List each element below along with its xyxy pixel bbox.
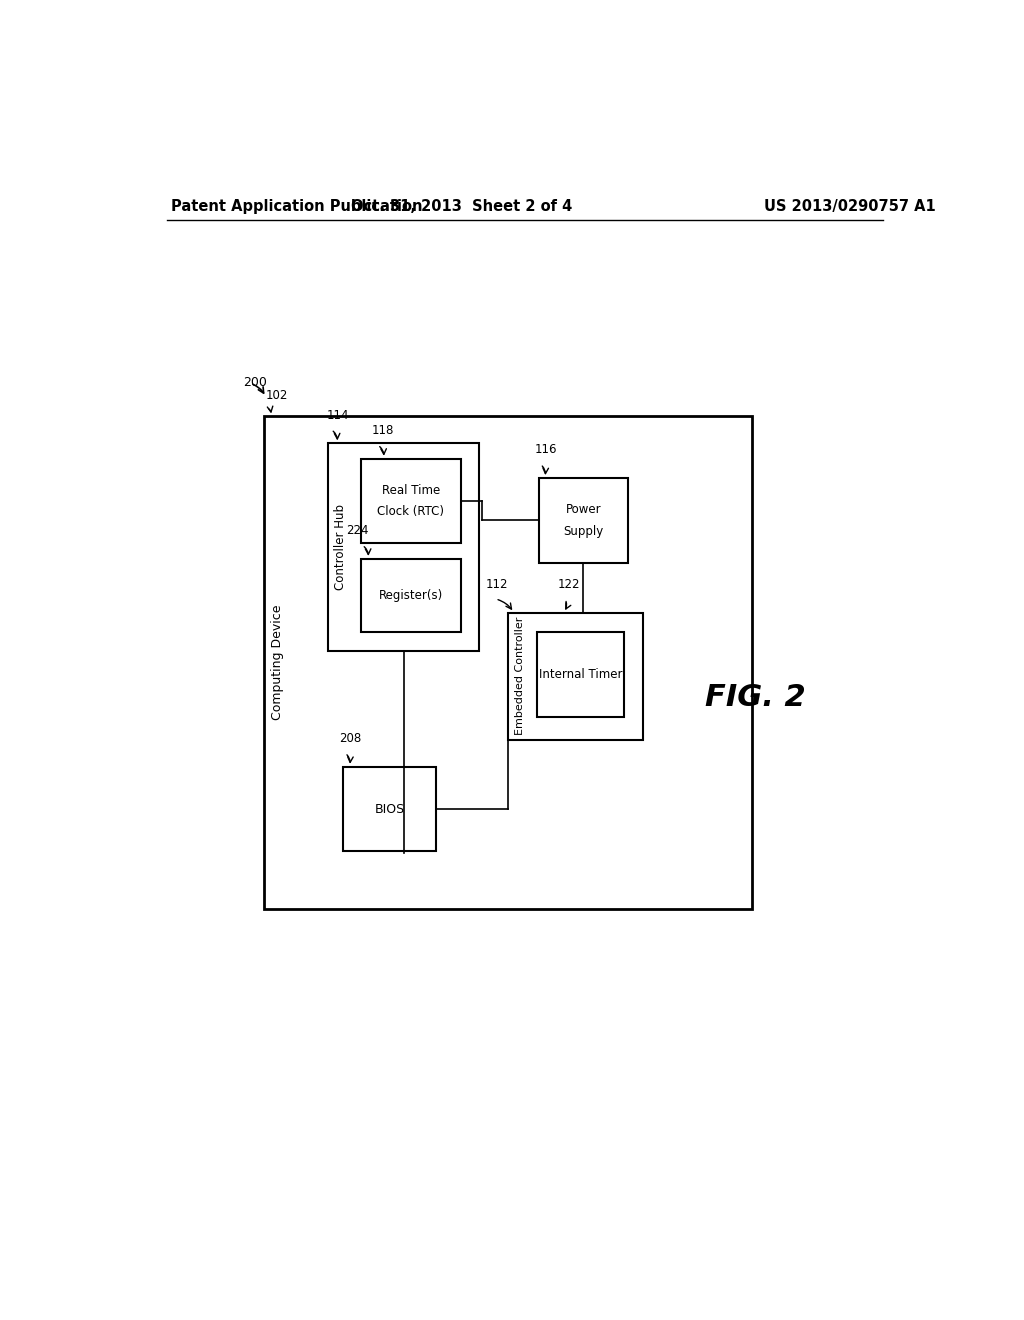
Text: 208: 208	[340, 733, 361, 744]
Bar	[263, 416, 752, 909]
Text: US 2013/0290757 A1: US 2013/0290757 A1	[764, 198, 935, 214]
Text: Patent Application Publication: Patent Application Publication	[171, 198, 422, 214]
Text: FIG. 2: FIG. 2	[706, 682, 806, 711]
Text: Embedded Controller: Embedded Controller	[515, 616, 525, 735]
Bar	[360, 459, 461, 544]
Text: Real Time: Real Time	[382, 484, 440, 498]
Text: Supply: Supply	[563, 525, 603, 537]
Bar	[539, 478, 628, 562]
Text: 118: 118	[372, 424, 393, 437]
Bar	[328, 444, 479, 651]
Bar	[508, 612, 643, 739]
Text: Clock (RTC): Clock (RTC)	[378, 504, 444, 517]
Text: BIOS: BIOS	[375, 803, 406, 816]
Text: 114: 114	[327, 409, 349, 422]
Text: Internal Timer: Internal Timer	[539, 668, 623, 681]
Text: 224: 224	[346, 524, 369, 537]
Text: Controller Hub: Controller Hub	[334, 504, 347, 590]
Text: 122: 122	[558, 578, 581, 591]
Text: 112: 112	[486, 578, 509, 591]
Text: Register(s): Register(s)	[379, 589, 443, 602]
Text: 200: 200	[243, 376, 266, 388]
Bar	[343, 767, 436, 851]
Bar	[360, 558, 461, 632]
Text: Power: Power	[565, 503, 601, 516]
Text: Computing Device: Computing Device	[271, 605, 284, 721]
Text: 102: 102	[265, 389, 288, 403]
Text: 116: 116	[535, 444, 557, 457]
Bar	[538, 632, 624, 717]
Text: Oct. 31, 2013  Sheet 2 of 4: Oct. 31, 2013 Sheet 2 of 4	[350, 198, 571, 214]
